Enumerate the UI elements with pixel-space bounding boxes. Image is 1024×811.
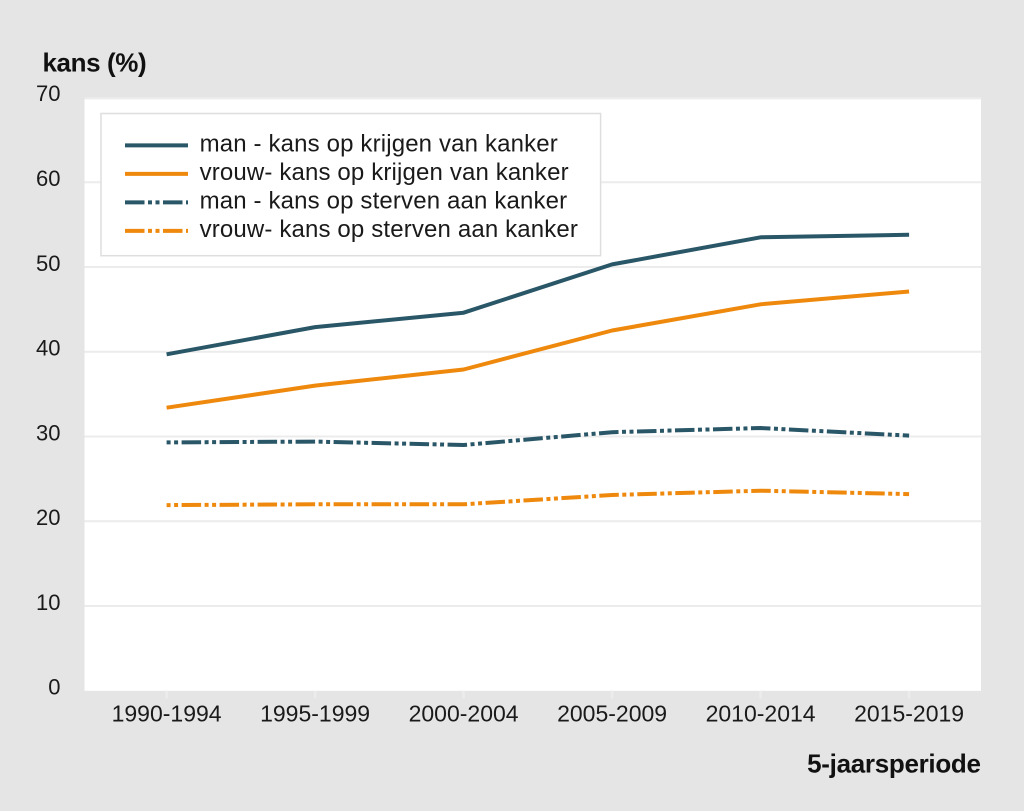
svg-text:50: 50 [36,251,60,276]
svg-text:60: 60 [36,166,60,191]
svg-text:2000-2004: 2000-2004 [409,700,519,726]
svg-text:10: 10 [36,590,60,615]
svg-text:2015-2019: 2015-2019 [854,700,964,726]
svg-text:man - kans op krijgen van kank: man - kans op krijgen van kanker [200,131,558,158]
svg-text:30: 30 [36,420,60,445]
svg-text:2010-2014: 2010-2014 [706,700,816,726]
svg-text:vrouw- kans op krijgen van kan: vrouw- kans op krijgen van kanker [200,159,569,186]
svg-text:0: 0 [48,675,60,700]
svg-text:20: 20 [36,505,60,530]
svg-text:1990-1994: 1990-1994 [112,700,222,726]
svg-text:40: 40 [36,336,60,361]
svg-text:man - kans op sterven aan kank: man - kans op sterven aan kanker [200,188,568,215]
svg-text:vrouw- kans op sterven aan kan: vrouw- kans op sterven aan kanker [200,216,578,243]
svg-text:70: 70 [36,81,60,106]
svg-text:1995-1999: 1995-1999 [260,700,370,726]
svg-text:2005-2009: 2005-2009 [557,700,667,726]
svg-text:5-jaarsperiode: 5-jaarsperiode [807,748,981,778]
svg-text:kans (%): kans (%) [43,48,147,78]
